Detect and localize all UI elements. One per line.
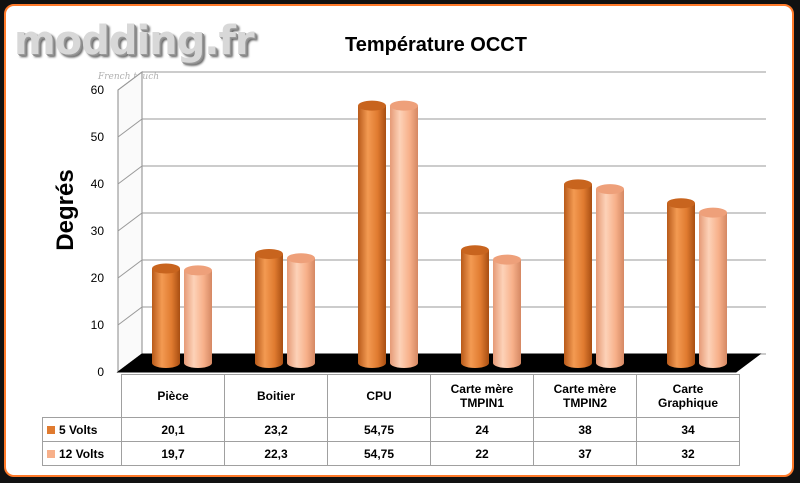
data-cell: 32 [636,441,740,466]
gridline [117,212,766,232]
bar-body [564,184,592,368]
bar [461,245,489,368]
data-cell: 38 [533,417,637,442]
legend-label: 12 Volts [59,446,105,461]
category-label: Carte mère TMPIN2 [533,374,637,418]
legend-key-5-volts [47,426,55,435]
bar-top [667,198,695,209]
category-label-line: Carte [672,382,704,396]
bar-top [390,100,418,111]
data-row-12-volts: 12 Volts 19,7 22,3 54,75 22 37 32 [42,441,740,466]
bar-body [461,250,489,368]
bar [255,248,283,368]
gridline [117,259,766,279]
y-tick-label: 20 [91,271,105,285]
chart-title: Température OCCT [345,34,527,56]
data-cell: 54,75 [327,441,431,466]
bar-body [358,105,386,369]
bar-body [493,259,521,368]
y-tick-label: 0 [97,365,104,379]
bar [564,179,592,368]
y-tick-label: 30 [91,224,105,238]
category-label-line: Carte mère [450,382,514,396]
category-label-line: Boitier [256,389,295,403]
bar [390,100,418,369]
bar-top [461,245,489,256]
category-label: Carte Graphique [636,374,740,418]
category-label-line: TMPIN1 [459,396,504,410]
category-label-line: TMPIN2 [562,396,607,410]
bar [358,100,386,369]
legend-key-12-volts [47,450,55,459]
bar-top [152,263,180,274]
bar-body [287,258,315,368]
category-label-line: Graphique [657,396,718,410]
bar-top [596,184,624,195]
bar-body [699,212,727,368]
bar-top [358,100,386,111]
bar [493,254,521,368]
bar [596,184,624,368]
gridline [117,306,766,326]
data-table-corner [43,375,122,418]
bar-body [152,268,180,368]
bar-body [667,203,695,368]
data-table: Pièce Boitier CPU Carte mère TMPIN1 Carte… [42,374,740,466]
gridline [117,118,766,138]
gridline [117,165,766,185]
legend-entry-12-volts: 12 Volts [42,441,122,466]
bar-top [184,265,212,276]
data-cell: 23,2 [224,417,328,442]
bar-top [255,248,283,259]
data-cell: 34 [636,417,740,442]
y-tick-label: 50 [91,130,105,144]
bar [667,198,695,368]
data-row-5-volts: 5 Volts 20,1 23,2 54,75 24 38 34 [42,417,740,442]
bar-body [255,253,283,368]
category-label-line: Carte mère [553,382,617,396]
category-label-line: CPU [366,389,392,403]
bar [699,207,727,368]
bar-top [564,179,592,190]
category-label: Pièce [121,374,225,418]
category-label: CPU [327,374,431,418]
legend-entry-5-volts: 5 Volts [42,417,122,442]
bar-top [699,207,727,218]
bar [184,265,212,368]
data-cell: 22,3 [224,441,328,466]
y-tick-label: 40 [91,177,105,191]
category-label: Carte mère TMPIN1 [430,374,534,418]
bar-top [287,253,315,264]
legend-label: 5 Volts [59,422,98,437]
bar-body [184,270,212,368]
data-cell: 37 [533,441,637,466]
data-cell: 20,1 [121,417,225,442]
category-label: Boitier [224,374,328,418]
bar-top [493,254,521,265]
y-tick-label: 60 [91,83,105,97]
bar [152,263,180,368]
category-label-line: Pièce [157,389,189,403]
bar-body [390,105,418,369]
data-cell: 22 [430,441,534,466]
y-tick-label: 10 [91,318,105,332]
data-cell: 19,7 [121,441,225,466]
bar-body [596,189,624,368]
data-table-header: Pièce Boitier CPU Carte mère TMPIN1 Carte… [43,374,740,418]
chart-floor [116,353,762,373]
gridline [117,71,766,91]
data-cell: 54,75 [327,417,431,442]
site-logo-subtitle: French touch [98,72,160,82]
data-cell: 24 [430,417,534,442]
bar [287,253,315,368]
site-logo: modding.fr [14,18,255,64]
